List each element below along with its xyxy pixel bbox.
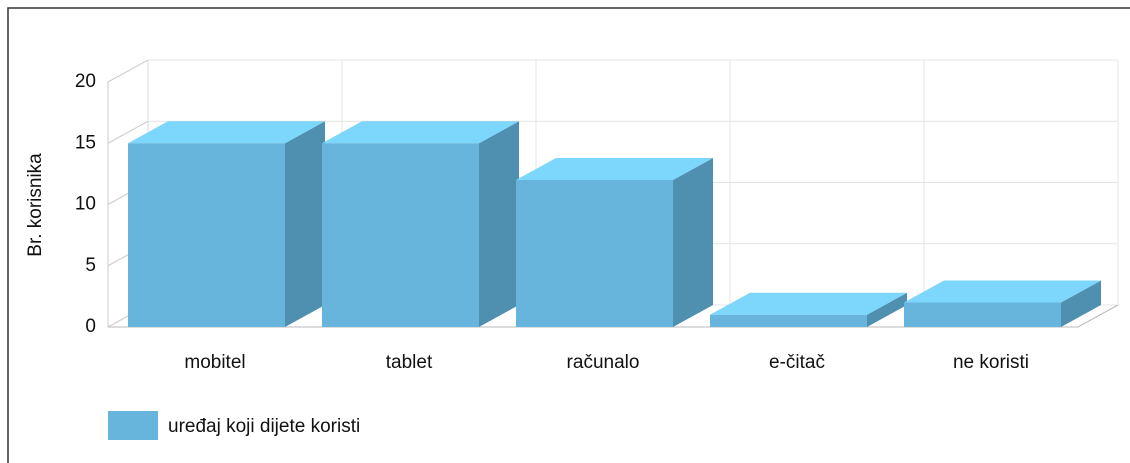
x-tick-label: ne koristi	[953, 352, 1029, 373]
bar-top	[128, 121, 325, 144]
y-tick-label: 0	[85, 316, 96, 337]
bar-top	[322, 121, 519, 144]
bar-top	[904, 280, 1101, 303]
bar-top	[710, 292, 907, 315]
legend-swatch	[108, 411, 158, 440]
x-tick-label: računalo	[567, 352, 640, 373]
floor-right	[1077, 304, 1119, 328]
x-tick-label: tablet	[386, 352, 433, 373]
bar	[904, 302, 1061, 327]
grid-line-side	[107, 120, 149, 144]
bar-side	[673, 158, 713, 327]
bar	[322, 143, 479, 327]
bar-side	[479, 121, 519, 327]
bar-side	[1061, 280, 1101, 327]
y-axis-label: Br. korisnika	[25, 153, 46, 257]
bar-side	[867, 292, 907, 327]
grid-line-side	[107, 59, 149, 83]
bar-side	[285, 121, 325, 327]
x-tick-label: e-čitač	[769, 352, 825, 373]
bar	[516, 180, 673, 327]
x-tick-label: mobitel	[184, 352, 245, 373]
y-tick-label: 10	[75, 194, 96, 215]
legend-label: uređaj koji dijete koristi	[168, 416, 360, 437]
y-tick-label: 5	[85, 255, 96, 276]
bar	[710, 314, 867, 327]
y-tick-label: 15	[75, 132, 96, 153]
y-tick-label: 20	[75, 71, 96, 92]
bar	[128, 143, 285, 327]
bar-top	[516, 158, 713, 180]
